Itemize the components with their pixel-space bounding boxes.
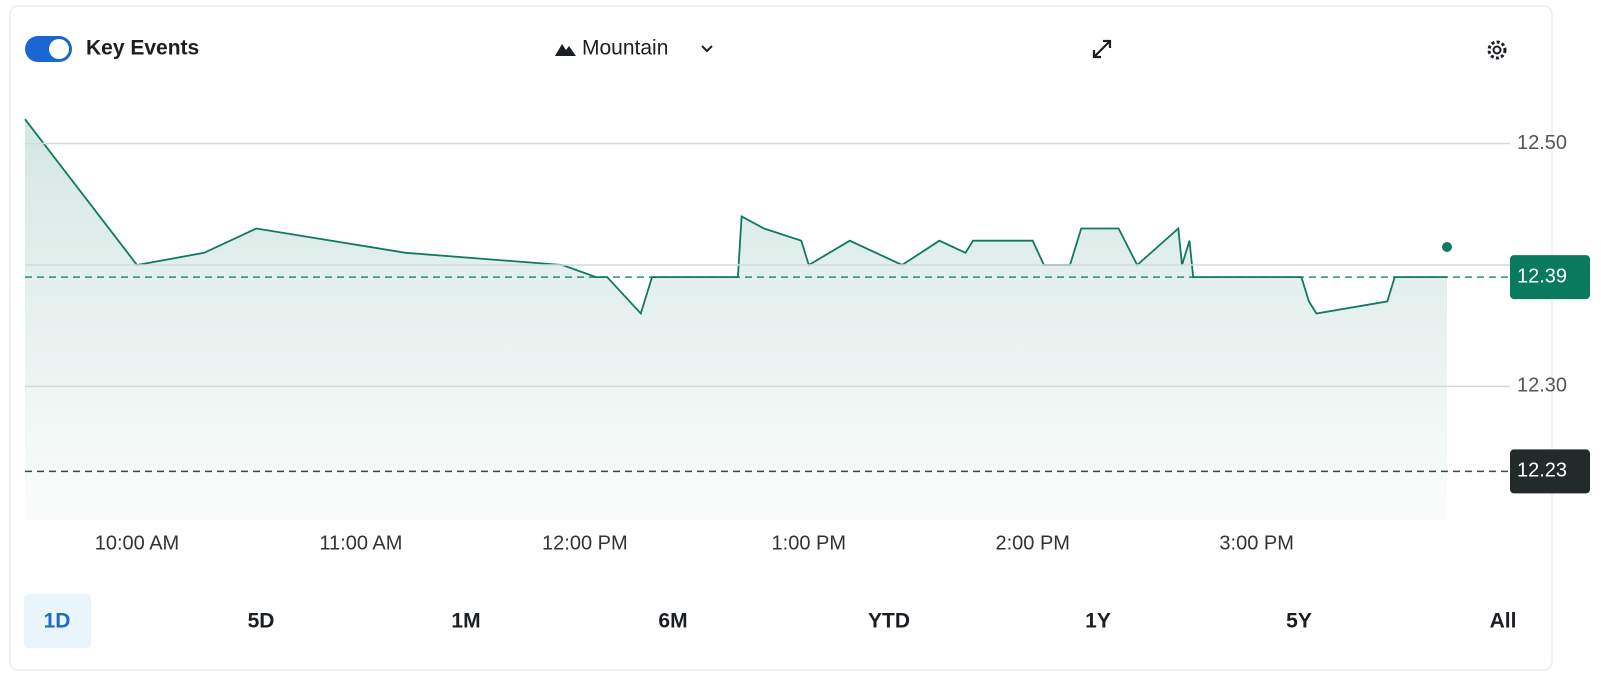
x-tick-label: 2:00 PM xyxy=(995,532,1069,554)
range-button[interactable]: YTD xyxy=(868,610,910,633)
chart-style[interactable]: Mountain xyxy=(582,37,668,60)
range-button[interactable]: 1D xyxy=(44,610,71,633)
toggle-label: Key Events xyxy=(86,37,199,60)
price-line xyxy=(24,118,1447,316)
price-badge-label: 12.23 xyxy=(1517,460,1567,482)
x-tick-label: 10:00 AM xyxy=(95,532,180,554)
price-badge-label: 12.39 xyxy=(1517,265,1567,287)
price-badge xyxy=(1510,449,1590,494)
price-badge xyxy=(1510,255,1590,300)
settings-icon[interactable] xyxy=(1487,40,1507,60)
range-button[interactable]: 1M xyxy=(451,610,480,633)
selected-range-bg xyxy=(24,594,91,648)
range-button[interactable]: 1Y xyxy=(1085,610,1111,633)
settings-icon-center xyxy=(1492,45,1502,55)
event-dot[interactable] xyxy=(1442,242,1452,252)
x-tick-label: 1:00 PM xyxy=(772,532,846,554)
mountain-icon xyxy=(555,44,576,56)
chevron xyxy=(701,45,713,53)
y-tick-label: 12.50 xyxy=(1517,132,1567,154)
toggle-knob xyxy=(49,39,69,59)
y-tick-label: 12.30 xyxy=(1517,375,1567,397)
expand-icon[interactable] xyxy=(1092,39,1112,59)
range-button[interactable]: All xyxy=(1490,610,1517,633)
range-button[interactable]: 5Y xyxy=(1286,610,1312,633)
range-button[interactable]: 6M xyxy=(658,610,687,633)
area xyxy=(25,119,1447,520)
x-tick-label: 11:00 AM xyxy=(319,532,402,554)
range-button[interactable]: 5D xyxy=(248,610,275,633)
x-tick-label: 12:00 PM xyxy=(542,532,628,554)
x-tick-label: 3:00 PM xyxy=(1219,532,1293,554)
